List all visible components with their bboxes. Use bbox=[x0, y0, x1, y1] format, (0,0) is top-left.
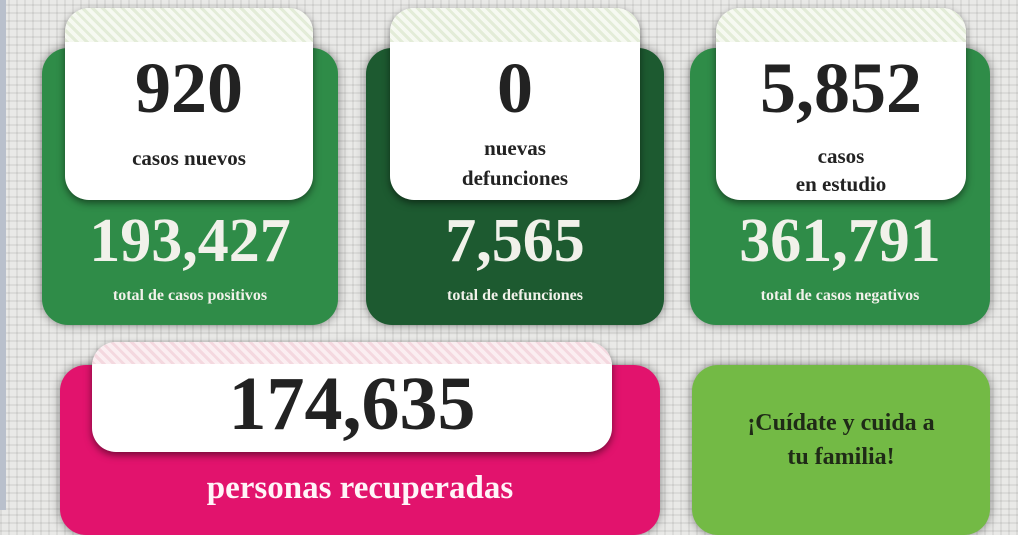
pattern-band bbox=[65, 8, 313, 42]
new-deaths-value: 0 bbox=[497, 48, 533, 128]
total-positive-value: 193,427 bbox=[89, 207, 291, 275]
message-card: ¡Cuídate y cuida a tu familia! bbox=[692, 365, 990, 535]
left-edge-strip bbox=[0, 0, 6, 510]
new-cases-box: 920 casos nuevos bbox=[65, 8, 313, 200]
new-deaths-box: 0 nuevas defunciones bbox=[390, 8, 640, 200]
new-cases-label: casos nuevos bbox=[132, 146, 246, 170]
recovered-box: 174,635 bbox=[92, 342, 612, 452]
message-line-2: tu familia! bbox=[787, 444, 895, 470]
under-study-box: 5,852 casos en estudio bbox=[716, 8, 966, 200]
pattern-band bbox=[92, 342, 612, 364]
total-positive-label: total de casos positivos bbox=[112, 287, 268, 304]
new-deaths-label-2: defunciones bbox=[461, 166, 569, 190]
total-negative-label: total de casos negativos bbox=[760, 287, 920, 304]
total-deaths-value: 7,565 bbox=[445, 207, 585, 275]
pattern-band bbox=[716, 8, 966, 42]
total-deaths-label: total de defunciones bbox=[447, 287, 583, 304]
under-study-label-1: casos bbox=[817, 144, 865, 168]
total-negative-value: 361,791 bbox=[739, 207, 941, 275]
new-deaths-label-1: nuevas bbox=[484, 136, 546, 160]
recovered-label: personas recuperadas bbox=[206, 470, 514, 506]
new-cases-value: 920 bbox=[135, 48, 243, 128]
message-line-1: ¡Cuídate y cuida a bbox=[747, 410, 935, 436]
under-study-value: 5,852 bbox=[760, 48, 922, 128]
under-study-label-2: en estudio bbox=[795, 172, 887, 196]
recovered-value: 174,635 bbox=[228, 362, 476, 446]
pattern-band bbox=[390, 8, 640, 42]
